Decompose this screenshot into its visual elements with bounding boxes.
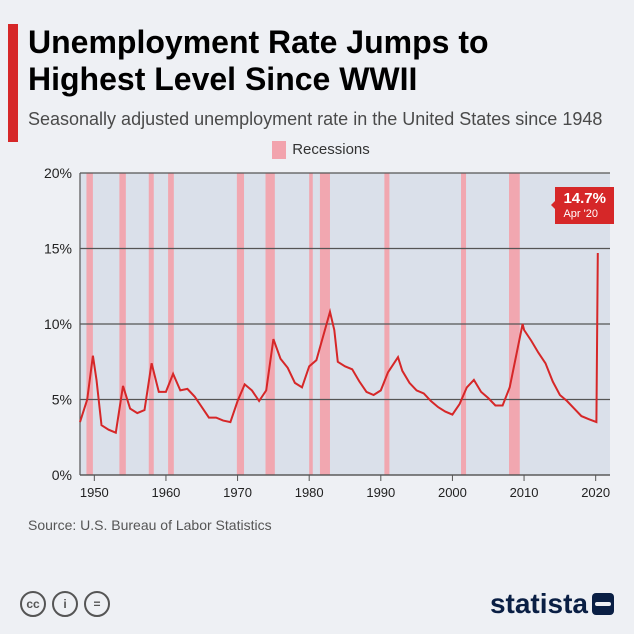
svg-text:1990: 1990 <box>366 485 395 500</box>
chart-title: Unemployment Rate Jumps to Highest Level… <box>28 24 614 98</box>
chart-subtitle: Seasonally adjusted unemployment rate in… <box>28 108 614 131</box>
brand-logo: statista <box>490 588 614 620</box>
legend-swatch-recessions <box>272 141 286 159</box>
svg-text:1980: 1980 <box>295 485 324 500</box>
footer: cc i = statista <box>20 588 614 620</box>
svg-text:0%: 0% <box>52 467 72 483</box>
svg-text:2020: 2020 <box>581 485 610 500</box>
infographic-page: Unemployment Rate Jumps to Highest Level… <box>0 0 634 634</box>
legend: Recessions <box>28 141 614 159</box>
line-chart: 0% 5% 10% 15% 20% 1950 1960 1970 1980 1990 2000 201… <box>32 165 614 505</box>
svg-text:5%: 5% <box>52 392 72 408</box>
svg-text:2010: 2010 <box>510 485 539 500</box>
svg-text:1960: 1960 <box>151 485 180 500</box>
nd-icon: = <box>84 591 110 617</box>
svg-text:10%: 10% <box>44 316 72 332</box>
svg-text:1970: 1970 <box>223 485 252 500</box>
svg-text:1950: 1950 <box>80 485 109 500</box>
chart-area: 0% 5% 10% 15% 20% 1950 1960 1970 1980 1990 2000 201… <box>32 165 614 505</box>
callout-label: Apr '20 <box>563 208 606 220</box>
accent-bar <box>8 24 18 142</box>
cc-icon: cc <box>20 591 46 617</box>
svg-text:20%: 20% <box>44 165 72 181</box>
by-icon: i <box>52 591 78 617</box>
brand-text: statista <box>490 588 588 620</box>
legend-label: Recessions <box>292 141 370 158</box>
brand-icon <box>592 593 614 615</box>
source-text: Source: U.S. Bureau of Labor Statistics <box>28 517 614 533</box>
callout-value: 14.7% <box>563 190 606 207</box>
callout-latest-value: 14.7% Apr '20 <box>555 187 614 224</box>
svg-text:15%: 15% <box>44 241 72 257</box>
svg-text:2000: 2000 <box>438 485 467 500</box>
license-icons: cc i = <box>20 591 110 617</box>
